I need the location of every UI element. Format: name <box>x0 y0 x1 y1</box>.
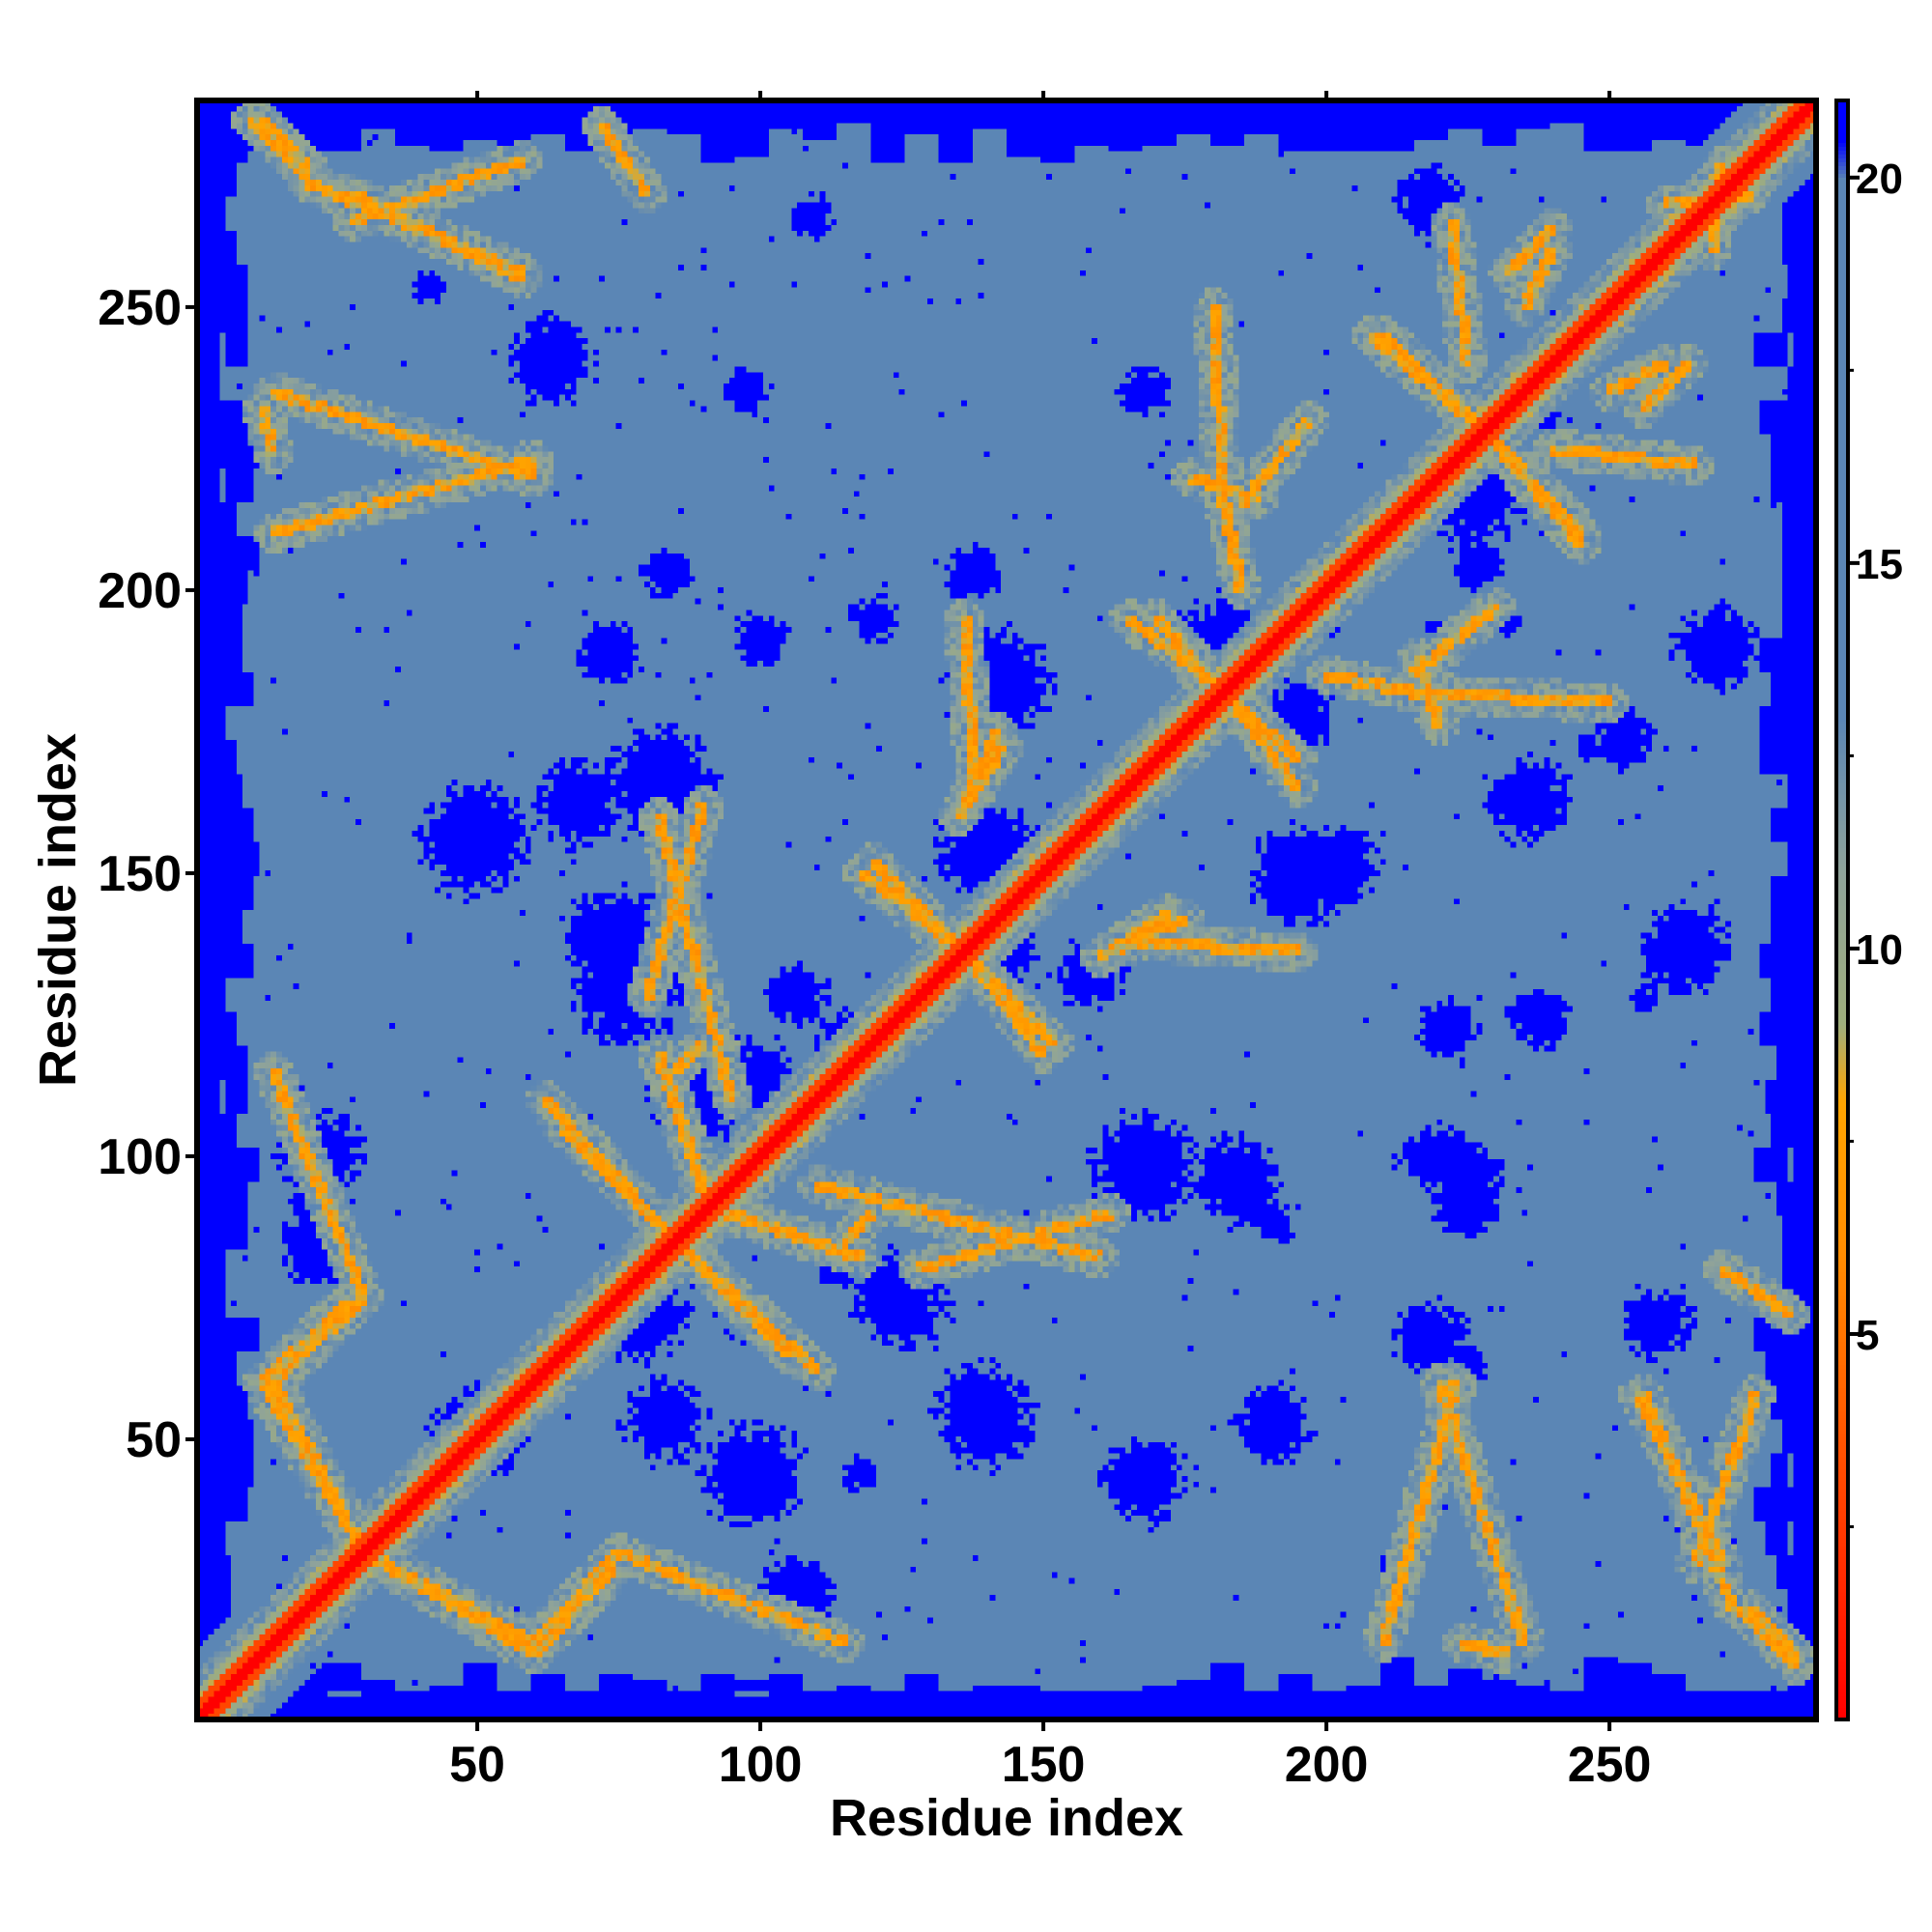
x-tick-label: 100 <box>719 1737 803 1793</box>
colorbar-tick-label: 10 <box>1856 926 1903 974</box>
y-tick-label: 150 <box>98 846 182 902</box>
x-tick-label: 200 <box>1285 1737 1369 1793</box>
x-axis-title: Residue index <box>830 1789 1183 1847</box>
x-tick-label: 250 <box>1568 1737 1652 1793</box>
colorbar-frame <box>1834 99 1850 1721</box>
distance-heatmap <box>197 100 1816 1719</box>
y-tick-label: 250 <box>98 280 182 336</box>
colorbar-tick-label: 20 <box>1856 156 1903 203</box>
y-tick-label: 200 <box>98 563 182 619</box>
x-axis-ticks: 50 100 150 200 250 <box>449 1719 1651 1793</box>
x-tick-label: 50 <box>449 1737 505 1793</box>
y-tick-label: 100 <box>98 1129 182 1185</box>
colorbar-gradient <box>1836 100 1848 1719</box>
colorbar-tick-label: 5 <box>1856 1312 1879 1359</box>
y-axis-ticks: 50 100 150 200 250 <box>98 280 197 1468</box>
colorbar-ticks: 5 10 15 20 <box>1848 156 1903 1528</box>
y-tick-label: 50 <box>126 1412 182 1468</box>
x-tick-label: 150 <box>1002 1737 1086 1793</box>
colorbar-tick-label: 15 <box>1856 541 1903 588</box>
plot-frame <box>194 98 1819 1722</box>
top-axis-ticks <box>475 91 1612 100</box>
y-axis-title: Residue index <box>29 733 87 1087</box>
